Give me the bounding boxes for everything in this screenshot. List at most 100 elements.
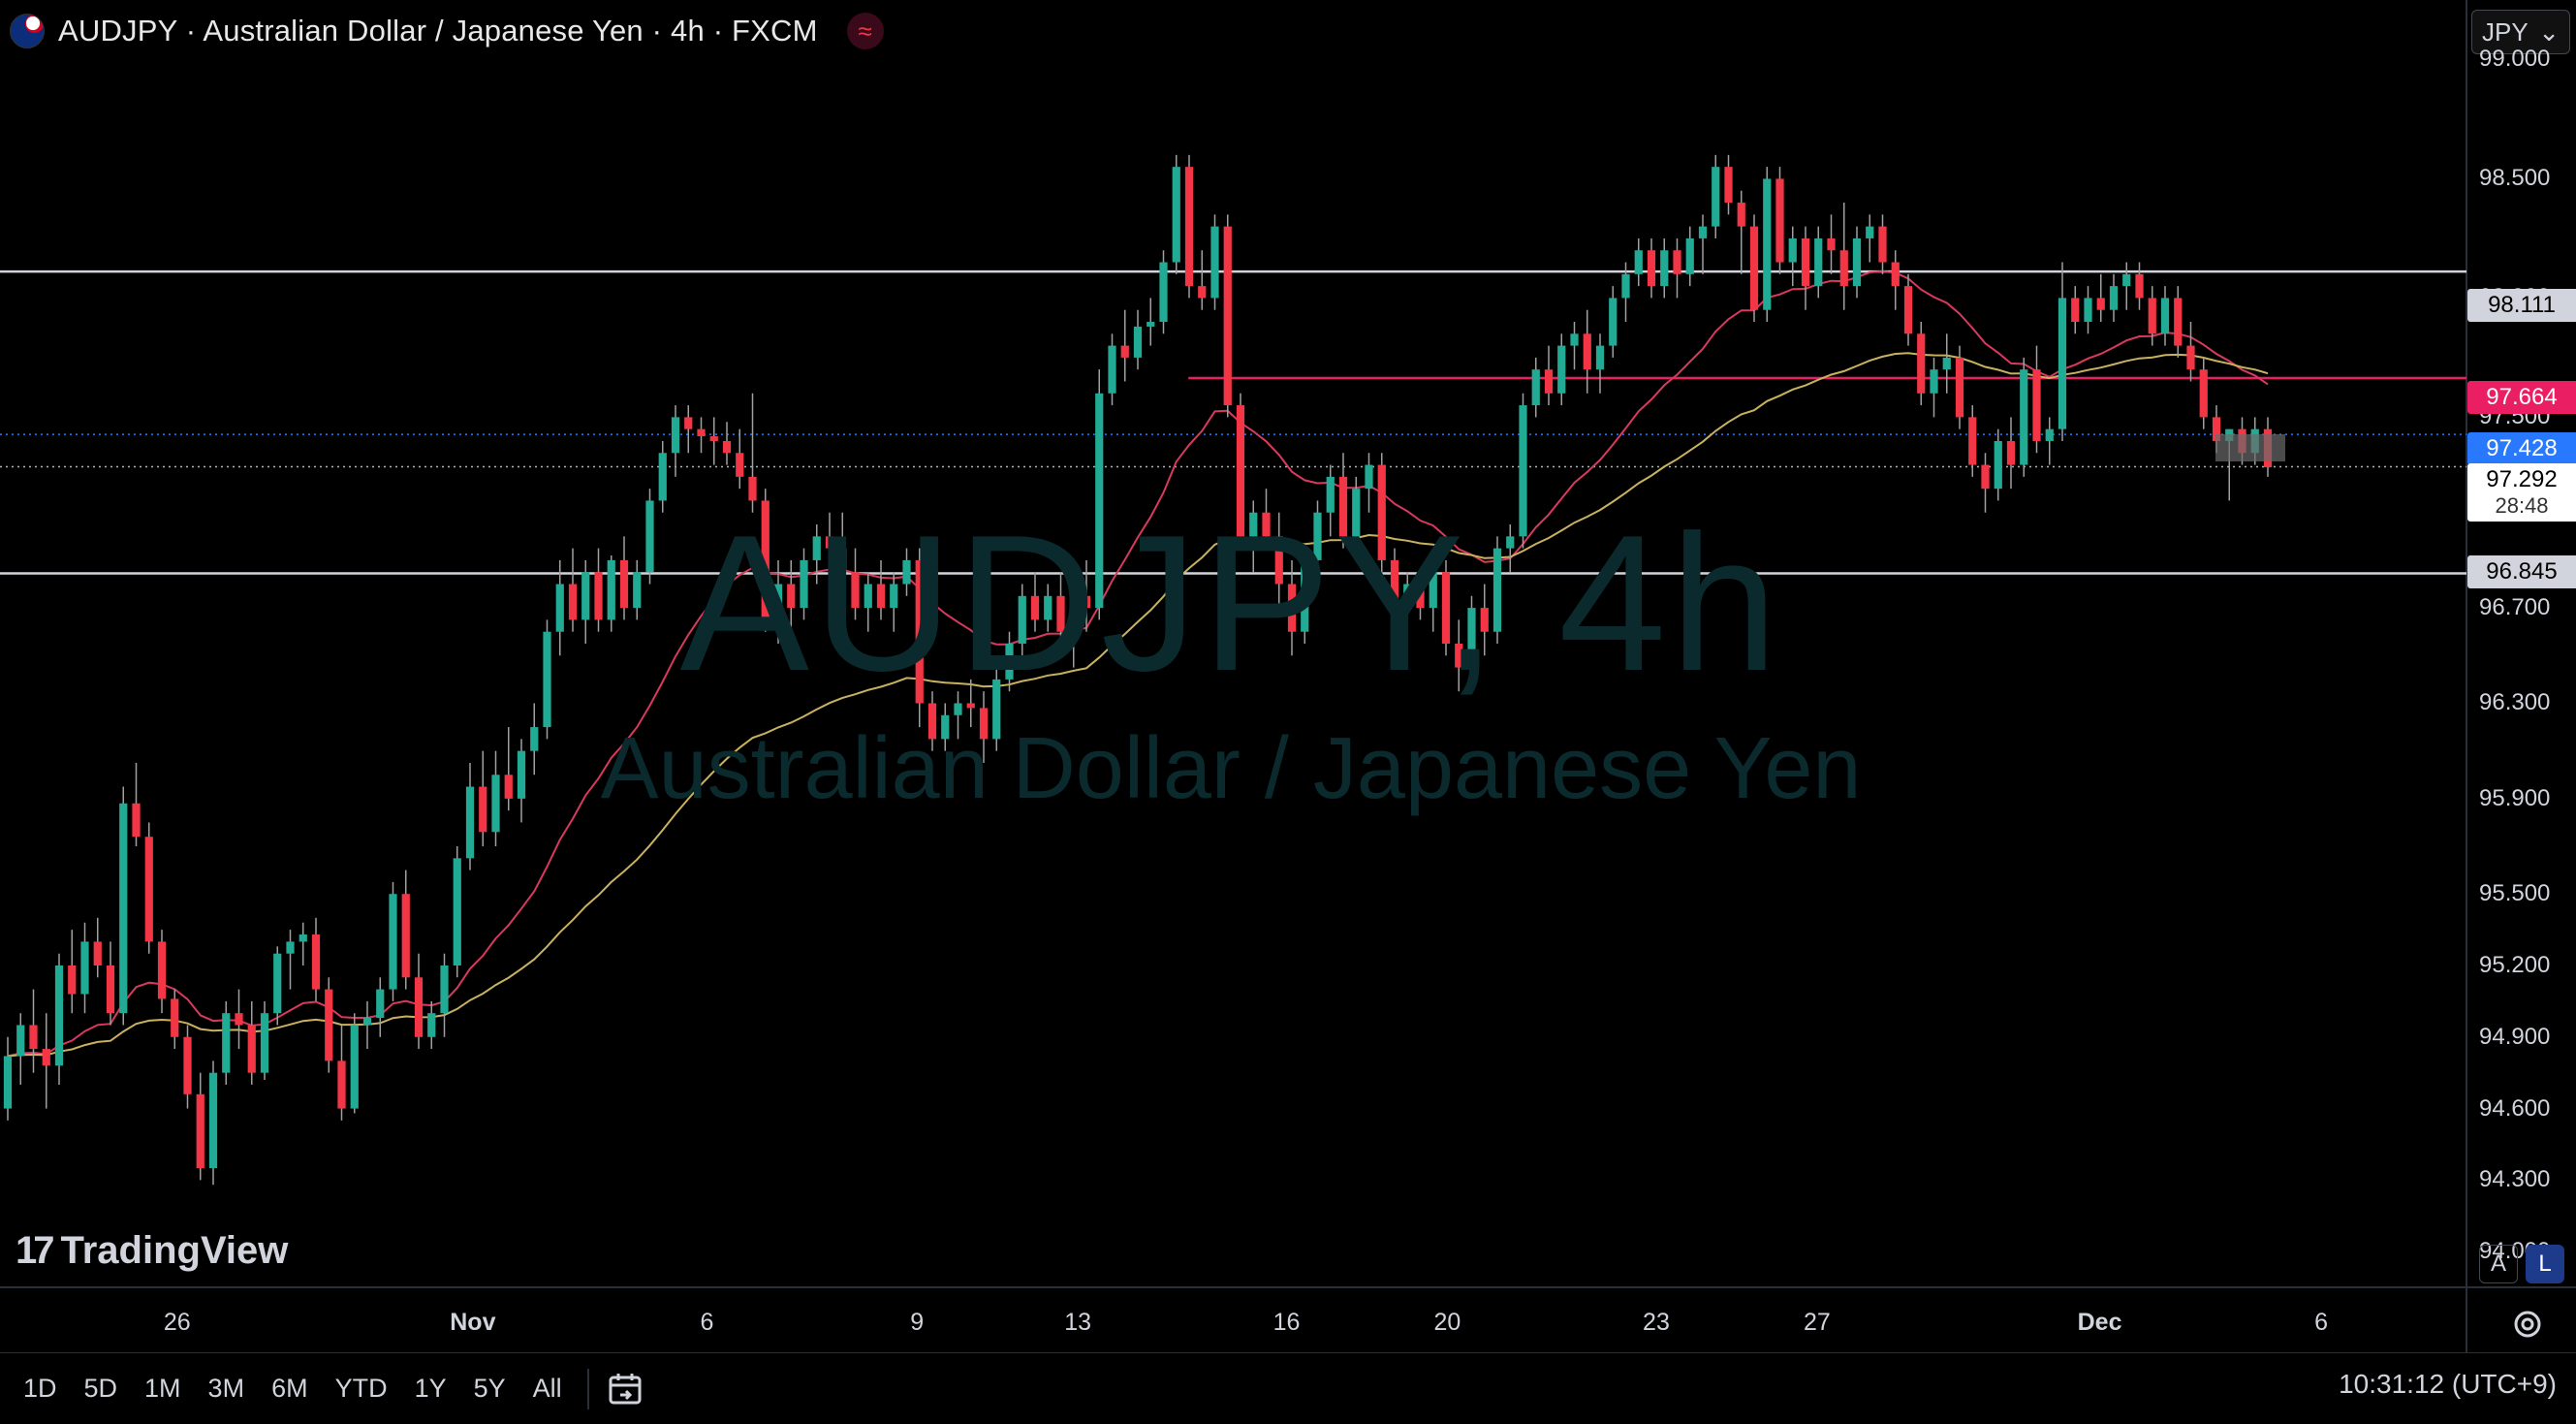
- candle[interactable]: [1891, 250, 1900, 310]
- candle[interactable]: [838, 512, 847, 585]
- candle[interactable]: [325, 977, 333, 1073]
- candle[interactable]: [697, 417, 706, 454]
- candle[interactable]: [645, 489, 654, 585]
- candle[interactable]: [247, 1000, 256, 1085]
- candle[interactable]: [119, 786, 128, 1026]
- candle[interactable]: [1274, 512, 1283, 609]
- candle[interactable]: [1133, 309, 1143, 370]
- candle[interactable]: [1955, 345, 1964, 429]
- moving-average-fast[interactable]: [7, 269, 2269, 1058]
- candle[interactable]: [401, 870, 410, 990]
- candle[interactable]: [1326, 464, 1335, 537]
- candle[interactable]: [1583, 309, 1591, 394]
- candle[interactable]: [543, 619, 551, 740]
- candle[interactable]: [440, 953, 449, 1037]
- range-button-ytd[interactable]: YTD: [334, 1374, 388, 1403]
- candle[interactable]: [1968, 405, 1977, 477]
- currency-dropdown[interactable]: JPY ⌄: [2471, 10, 2570, 54]
- candle[interactable]: [1313, 500, 1322, 573]
- candle[interactable]: [607, 555, 615, 632]
- candle[interactable]: [3, 1036, 13, 1121]
- range-button-1y[interactable]: 1Y: [414, 1374, 447, 1403]
- candle[interactable]: [1377, 453, 1386, 573]
- candle[interactable]: [1712, 154, 1720, 238]
- candle[interactable]: [1338, 453, 1348, 549]
- candle[interactable]: [2160, 286, 2170, 346]
- moving-average-slow[interactable]: [7, 352, 2269, 1058]
- candle[interactable]: [1429, 559, 1437, 632]
- range-button-3m[interactable]: 3M: [207, 1374, 245, 1403]
- candle[interactable]: [1609, 286, 1618, 358]
- candle[interactable]: [1480, 584, 1489, 656]
- candle[interactable]: [1069, 584, 1078, 668]
- candle[interactable]: [54, 953, 64, 1085]
- candle[interactable]: [1030, 572, 1040, 632]
- candle[interactable]: [1172, 154, 1180, 274]
- candle[interactable]: [1878, 214, 1887, 274]
- candle[interactable]: [787, 559, 796, 632]
- candle[interactable]: [208, 1060, 218, 1186]
- candle[interactable]: [1005, 631, 1014, 692]
- candle[interactable]: [260, 1000, 269, 1081]
- candle[interactable]: [1044, 584, 1052, 632]
- candle[interactable]: [1595, 333, 1605, 394]
- candle[interactable]: [1108, 333, 1116, 406]
- candle[interactable]: [479, 750, 487, 847]
- candle[interactable]: [1210, 214, 1219, 310]
- candle[interactable]: [800, 548, 808, 620]
- candle[interactable]: [427, 1000, 436, 1050]
- candle[interactable]: [2174, 286, 2183, 358]
- candle[interactable]: [876, 559, 886, 620]
- candle[interactable]: [684, 405, 693, 454]
- candle[interactable]: [298, 922, 307, 965]
- candle[interactable]: [29, 989, 38, 1073]
- candle[interactable]: [414, 953, 424, 1050]
- candle[interactable]: [530, 703, 539, 775]
- candle[interactable]: [812, 524, 821, 585]
- candle[interactable]: [68, 930, 77, 1014]
- candle[interactable]: [1917, 322, 1926, 406]
- candle[interactable]: [132, 762, 141, 847]
- candle[interactable]: [1120, 309, 1129, 382]
- candle[interactable]: [890, 572, 898, 632]
- candle[interactable]: [183, 1025, 192, 1109]
- candle[interactable]: [1249, 500, 1258, 573]
- candle[interactable]: [337, 1025, 346, 1121]
- candle[interactable]: [273, 946, 282, 1026]
- candle[interactable]: [1018, 584, 1026, 656]
- range-button-all[interactable]: All: [532, 1374, 562, 1403]
- candle[interactable]: [2135, 262, 2144, 310]
- candle[interactable]: [1236, 393, 1245, 549]
- candle[interactable]: [2020, 357, 2028, 477]
- candle[interactable]: [851, 548, 860, 620]
- candle[interactable]: [144, 822, 153, 954]
- candle[interactable]: [1634, 237, 1643, 287]
- candle[interactable]: [1390, 548, 1399, 632]
- candle[interactable]: [1223, 214, 1232, 418]
- candle[interactable]: [671, 405, 680, 477]
- range-button-6m[interactable]: 6M: [271, 1374, 308, 1403]
- candle[interactable]: [93, 917, 102, 978]
- candle[interactable]: [1416, 572, 1425, 620]
- candle[interactable]: [658, 440, 667, 513]
- candle[interactable]: [1763, 167, 1772, 322]
- candle[interactable]: [42, 1013, 50, 1109]
- candle[interactable]: [171, 989, 179, 1050]
- candle[interactable]: [1737, 190, 1745, 274]
- candle[interactable]: [2071, 286, 2080, 334]
- gear-icon[interactable]: [2508, 1305, 2547, 1344]
- candle[interactable]: [1531, 357, 1540, 418]
- candle[interactable]: [941, 703, 950, 751]
- candle[interactable]: [1544, 345, 1554, 406]
- candle[interactable]: [1685, 226, 1694, 287]
- candle[interactable]: [1698, 214, 1708, 274]
- candle[interactable]: [286, 930, 295, 990]
- range-button-1m[interactable]: 1M: [144, 1374, 181, 1403]
- candle[interactable]: [106, 941, 115, 1026]
- candle[interactable]: [1056, 572, 1065, 644]
- candle[interactable]: [1506, 524, 1515, 573]
- candle[interactable]: [581, 559, 590, 644]
- candle[interactable]: [825, 512, 834, 573]
- candle[interactable]: [736, 428, 744, 490]
- candle[interactable]: [2122, 262, 2131, 310]
